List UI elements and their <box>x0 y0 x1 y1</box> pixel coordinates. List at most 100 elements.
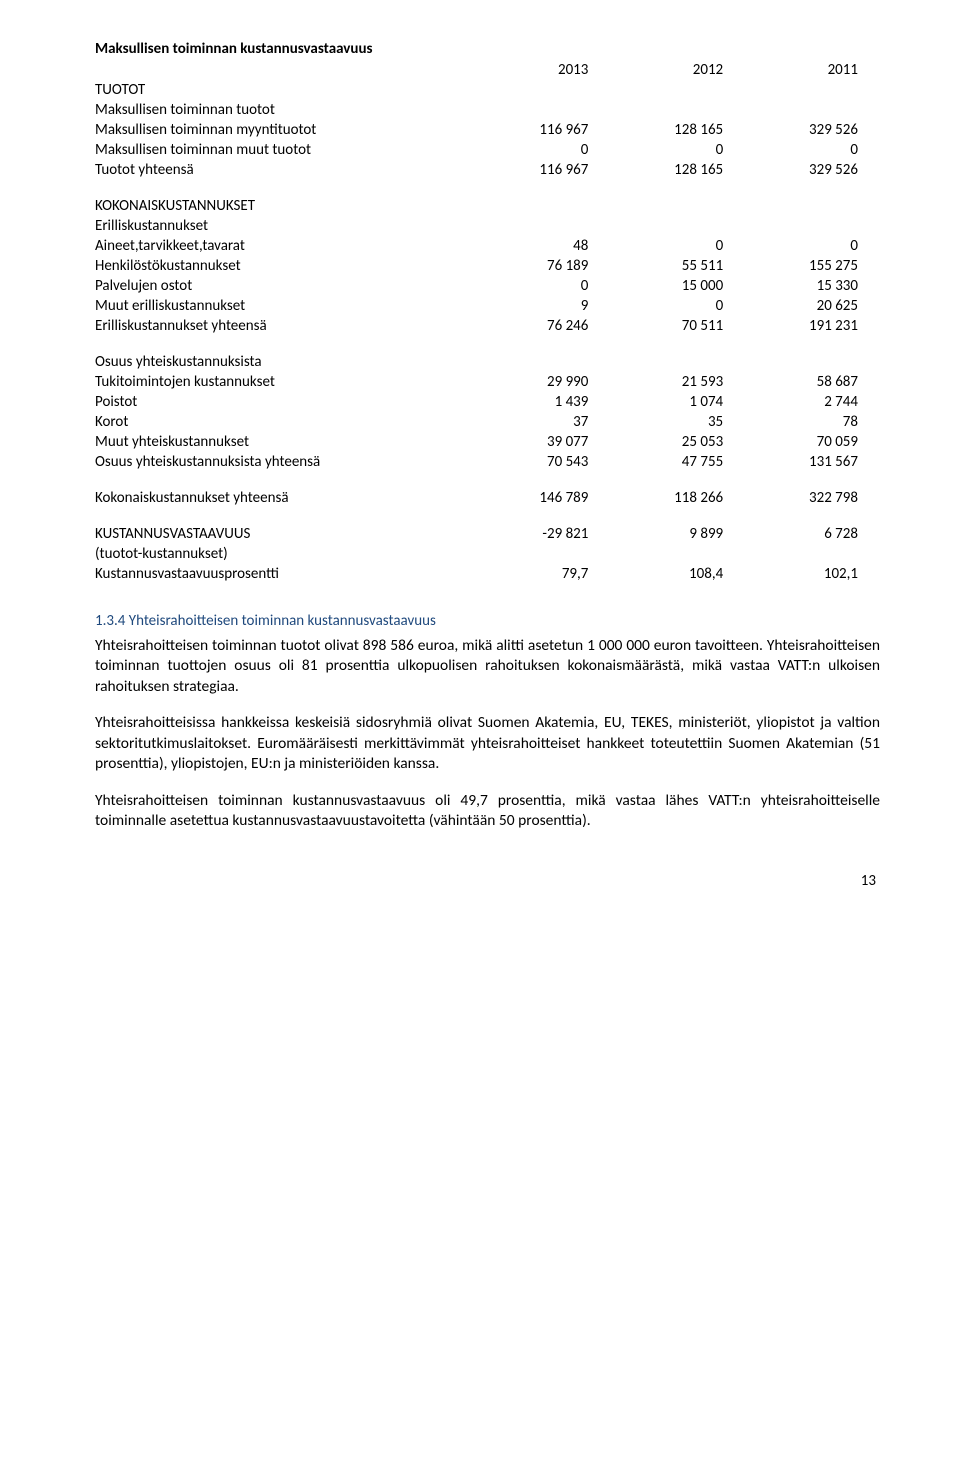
paragraph: Yhteisrahoitteisen toiminnan tuotot oliv… <box>95 636 880 697</box>
row-value: 70 511 <box>610 316 745 336</box>
row-value <box>476 80 611 100</box>
table-row: Korot373578 <box>95 412 880 432</box>
row-label: Tukitoimintojen kustannukset <box>95 372 476 392</box>
body-text-container: Yhteisrahoitteisen toiminnan tuotot oliv… <box>95 636 880 832</box>
row-value: 47 755 <box>610 452 745 472</box>
row-value: 76 189 <box>476 256 611 276</box>
row-value: 76 246 <box>476 316 611 336</box>
row-value: 9 899 <box>610 524 745 544</box>
row-value: 116 967 <box>476 160 611 180</box>
row-value <box>745 80 880 100</box>
table-row: (tuotot-kustannukset) <box>95 544 880 564</box>
table-row: Maksullisen toiminnan muut tuotot000 <box>95 140 880 160</box>
row-value: 78 <box>745 412 880 432</box>
row-label: Henkilöstökustannukset <box>95 256 476 276</box>
row-value <box>610 216 745 236</box>
table-row: Osuus yhteiskustannuksista <box>95 352 880 372</box>
row-value: 102,1 <box>745 564 880 584</box>
row-value: 0 <box>745 236 880 256</box>
row-value: 70 059 <box>745 432 880 452</box>
row-label: Kokonaiskustannukset yhteensä <box>95 488 476 508</box>
row-value: 2012 <box>610 60 745 80</box>
table-row: Kustannusvastaavuusprosentti79,7108,4102… <box>95 564 880 584</box>
row-label: Maksullisen toiminnan tuotot <box>95 100 476 120</box>
row-value <box>745 216 880 236</box>
spacer-row <box>95 336 880 352</box>
table-row: Aineet,tarvikkeet,tavarat4800 <box>95 236 880 256</box>
row-value <box>476 100 611 120</box>
row-value: 6 728 <box>745 524 880 544</box>
row-label: Poistot <box>95 392 476 412</box>
row-value: 329 526 <box>745 160 880 180</box>
row-value <box>745 352 880 372</box>
row-value: 128 165 <box>610 160 745 180</box>
table-row: Erilliskustannukset <box>95 216 880 236</box>
row-value: 25 053 <box>610 432 745 452</box>
cost-table: 201320122011TUOTOTMaksullisen toiminnan … <box>95 60 880 584</box>
row-value: -29 821 <box>476 524 611 544</box>
row-label: (tuotot-kustannukset) <box>95 544 476 564</box>
row-value: 2 744 <box>745 392 880 412</box>
row-value: 108,4 <box>610 564 745 584</box>
table-row: Palvelujen ostot015 00015 330 <box>95 276 880 296</box>
row-value <box>610 544 745 564</box>
spacer-row <box>95 180 880 196</box>
table-row: Henkilöstökustannukset76 18955 511155 27… <box>95 256 880 276</box>
row-value <box>745 196 880 216</box>
row-value <box>610 352 745 372</box>
row-value: 37 <box>476 412 611 432</box>
table-row: Osuus yhteiskustannuksista yhteensä70 54… <box>95 452 880 472</box>
table-row: 201320122011 <box>95 60 880 80</box>
table-row: Erilliskustannukset yhteensä76 24670 511… <box>95 316 880 336</box>
row-value: 131 567 <box>745 452 880 472</box>
table-row: Muut erilliskustannukset9020 625 <box>95 296 880 316</box>
row-value <box>610 80 745 100</box>
row-label <box>95 60 476 80</box>
row-value: 128 165 <box>610 120 745 140</box>
row-label: Osuus yhteiskustannuksista <box>95 352 476 372</box>
row-value: 1 439 <box>476 392 611 412</box>
table-row: Muut yhteiskustannukset39 07725 05370 05… <box>95 432 880 452</box>
table-row: Maksullisen toiminnan myyntituotot116 96… <box>95 120 880 140</box>
document-page: Maksullisen toiminnan kustannusvastaavuu… <box>0 0 960 910</box>
row-label: Muut yhteiskustannukset <box>95 432 476 452</box>
row-value: 146 789 <box>476 488 611 508</box>
row-value: 70 543 <box>476 452 611 472</box>
row-label: Osuus yhteiskustannuksista yhteensä <box>95 452 476 472</box>
table-row: TUOTOT <box>95 80 880 100</box>
row-value <box>476 216 611 236</box>
row-value <box>745 544 880 564</box>
row-value: 2013 <box>476 60 611 80</box>
row-value: 0 <box>476 140 611 160</box>
spacer-row <box>95 508 880 524</box>
page-number: 13 <box>95 872 880 890</box>
row-value: 0 <box>745 140 880 160</box>
row-value: 0 <box>610 236 745 256</box>
table-row: KUSTANNUSVASTAAVUUS-29 8219 8996 728 <box>95 524 880 544</box>
row-value: 155 275 <box>745 256 880 276</box>
row-label: KUSTANNUSVASTAAVUUS <box>95 524 476 544</box>
paragraph: Yhteisrahoitteisen toiminnan kustannusva… <box>95 791 880 832</box>
row-label: Maksullisen toiminnan muut tuotot <box>95 140 476 160</box>
row-value: 55 511 <box>610 256 745 276</box>
table-row: KOKONAISKUSTANNUKSET <box>95 196 880 216</box>
paragraph: Yhteisrahoitteisissa hankkeissa keskeisi… <box>95 713 880 774</box>
table-row: Kokonaiskustannukset yhteensä146 789118 … <box>95 488 880 508</box>
spacer-row <box>95 472 880 488</box>
row-value <box>476 544 611 564</box>
row-value: 0 <box>610 296 745 316</box>
row-label: Kustannusvastaavuusprosentti <box>95 564 476 584</box>
row-label: Erilliskustannukset <box>95 216 476 236</box>
row-value <box>610 100 745 120</box>
row-value: 20 625 <box>745 296 880 316</box>
section-heading: 1.3.4 Yhteisrahoitteisen toiminnan kusta… <box>95 612 880 630</box>
table-row: Poistot1 4391 0742 744 <box>95 392 880 412</box>
row-value <box>745 100 880 120</box>
row-label: Palvelujen ostot <box>95 276 476 296</box>
row-value: 15 330 <box>745 276 880 296</box>
row-value <box>476 196 611 216</box>
row-value: 322 798 <box>745 488 880 508</box>
row-value: 35 <box>610 412 745 432</box>
row-value: 58 687 <box>745 372 880 392</box>
row-value: 116 967 <box>476 120 611 140</box>
